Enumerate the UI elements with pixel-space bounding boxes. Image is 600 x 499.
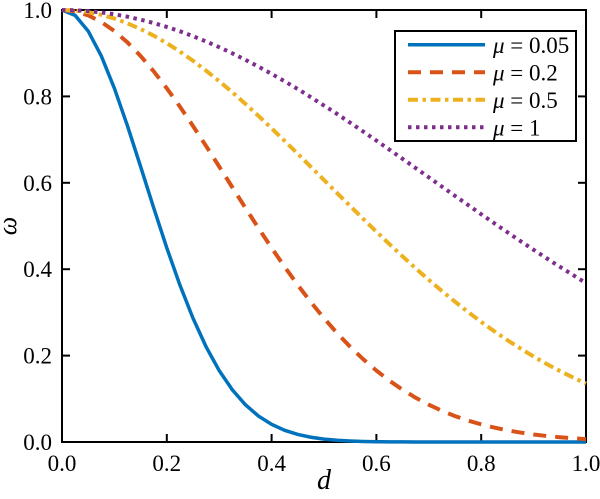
curve-mu-0.05 [61, 8, 586, 444]
legend-label: μ = 0.2 [492, 60, 558, 85]
legend-label: μ = 0.5 [492, 88, 558, 113]
legend-entry: μ = 1 [408, 115, 541, 140]
y-tick-label: 0.0 [23, 430, 52, 455]
legend-entry: μ = 0.2 [408, 60, 558, 85]
curve-mu-0.2 [61, 8, 587, 442]
curve-mu-0.5 [61, 8, 587, 386]
legend-label: μ = 1 [492, 115, 541, 140]
y-axis-label: ω [0, 217, 22, 235]
y-tick-label: 0.8 [23, 84, 52, 109]
y-tick-label: 0.6 [23, 171, 52, 196]
curves [61, 8, 588, 444]
y-tick-label: 0.4 [23, 257, 52, 282]
x-tick-label: 0.2 [152, 451, 181, 476]
x-tick-label: 0.8 [467, 451, 496, 476]
x-axis-label: d [317, 465, 332, 494]
x-tick-label: 0.6 [362, 451, 391, 476]
y-tick-label: 1.0 [23, 0, 52, 23]
axis-ticks [61, 9, 587, 443]
curve-mu-1 [61, 8, 588, 285]
axes-box [61, 9, 587, 443]
x-tick-label: 1.0 [572, 451, 600, 476]
legend-label: μ = 0.05 [492, 33, 569, 58]
legend: μ = 0.05μ = 0.2 μ = 0.5μ = 1 [394, 30, 577, 142]
plot-frame [61, 9, 587, 443]
y-tick-label: 0.2 [23, 344, 52, 369]
x-tick-label: 0.4 [257, 451, 286, 476]
axis-tick-labels: 0.0 0.2 0.4 0.6 0.8 1.0 0.0 0.2 0.4 0.6 0.8 1.0 [23, 0, 600, 476]
legend-box [394, 30, 577, 142]
legend-entry: μ = 0.05 [408, 33, 569, 58]
x-tick-label: 0.0 [48, 451, 77, 476]
legend-entry: μ = 0.5 [408, 88, 558, 113]
